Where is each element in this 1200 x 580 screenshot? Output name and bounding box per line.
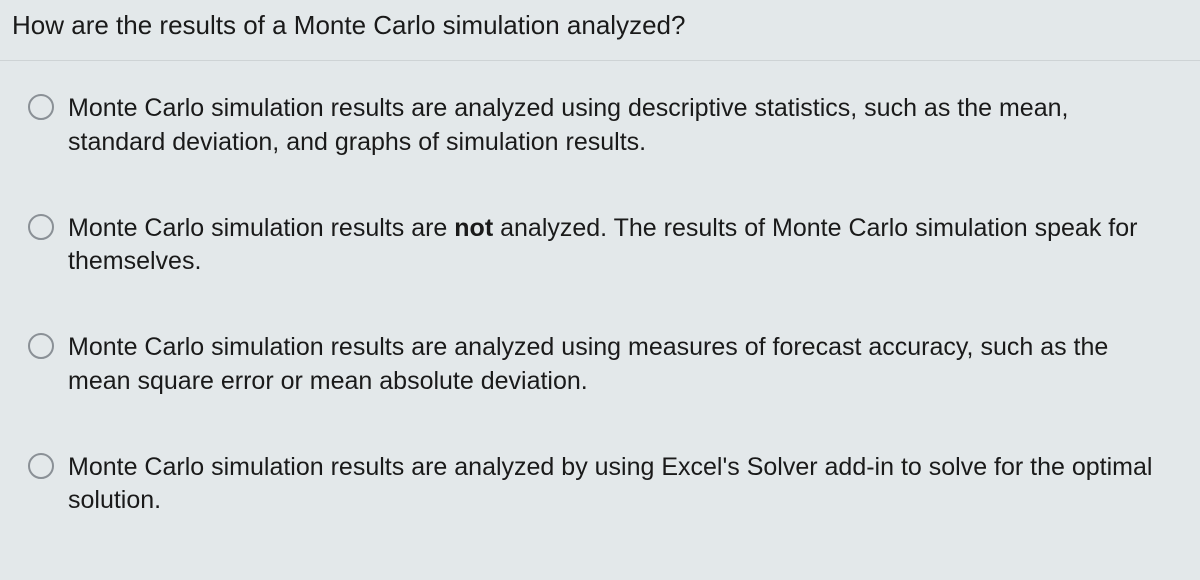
question-text: How are the results of a Monte Carlo sim… bbox=[12, 10, 685, 41]
option-text-2: Monte Carlo simulation results are not a… bbox=[68, 212, 1160, 280]
radio-icon[interactable] bbox=[28, 214, 54, 240]
option-pre: Monte Carlo simulation results are bbox=[68, 214, 454, 242]
option-text-1: Monte Carlo simulation results are analy… bbox=[68, 92, 1160, 160]
option-row-2[interactable]: Monte Carlo simulation results are not a… bbox=[28, 212, 1160, 280]
radio-icon[interactable] bbox=[28, 94, 54, 120]
option-pre: Monte Carlo simulation results are analy… bbox=[68, 333, 1108, 395]
option-pre: Monte Carlo simulation results are analy… bbox=[68, 94, 1068, 156]
radio-icon[interactable] bbox=[28, 333, 54, 359]
options-container: Monte Carlo simulation results are analy… bbox=[28, 92, 1160, 518]
option-text-3: Monte Carlo simulation results are analy… bbox=[68, 331, 1160, 399]
option-row-1[interactable]: Monte Carlo simulation results are analy… bbox=[28, 92, 1160, 160]
divider bbox=[0, 60, 1200, 61]
radio-icon[interactable] bbox=[28, 453, 54, 479]
option-text-4: Monte Carlo simulation results are analy… bbox=[68, 451, 1160, 519]
option-row-3[interactable]: Monte Carlo simulation results are analy… bbox=[28, 331, 1160, 399]
option-bold: not bbox=[454, 214, 493, 242]
option-pre: Monte Carlo simulation results are analy… bbox=[68, 453, 1152, 515]
quiz-page: How are the results of a Monte Carlo sim… bbox=[0, 0, 1200, 580]
option-row-4[interactable]: Monte Carlo simulation results are analy… bbox=[28, 451, 1160, 519]
